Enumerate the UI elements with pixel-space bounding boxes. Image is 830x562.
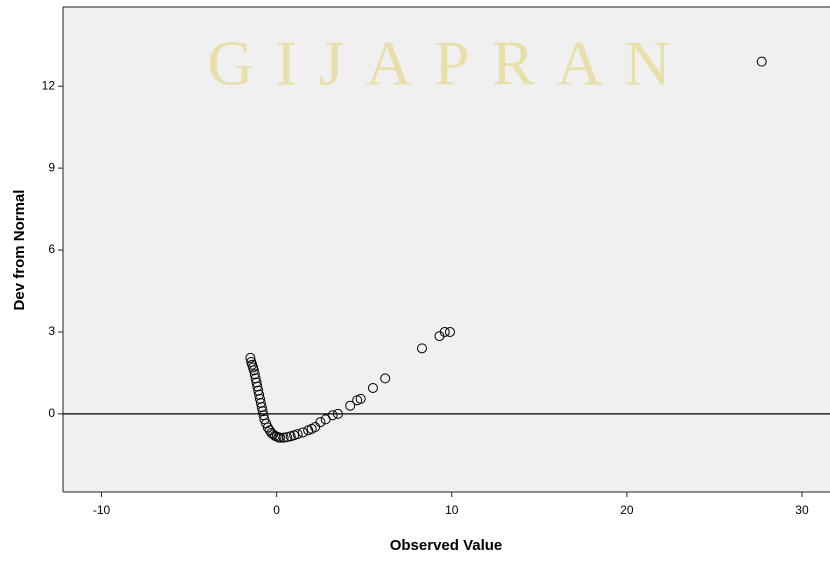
watermark: GIJAPRAN bbox=[207, 28, 692, 99]
page: GIJAPRAN Observed Value Dev from Normal … bbox=[0, 0, 830, 557]
x-tick-label: 20 bbox=[620, 503, 634, 517]
y-axis-label: Dev from Normal bbox=[11, 190, 28, 311]
y-tick-label: 0 bbox=[48, 406, 55, 420]
chart: GIJAPRAN Observed Value Dev from Normal … bbox=[0, 0, 830, 557]
y-tick-label: 6 bbox=[48, 242, 55, 256]
y-tick-label: 12 bbox=[42, 78, 56, 92]
x-tick-label: -10 bbox=[93, 503, 111, 517]
x-tick-label: 0 bbox=[273, 503, 280, 517]
x-axis-label: Observed Value bbox=[390, 537, 503, 554]
y-tick-label: 3 bbox=[48, 324, 55, 338]
y-tick-label: 9 bbox=[48, 160, 55, 174]
x-tick-label: 30 bbox=[795, 503, 809, 517]
x-tick-label: 10 bbox=[445, 503, 459, 517]
